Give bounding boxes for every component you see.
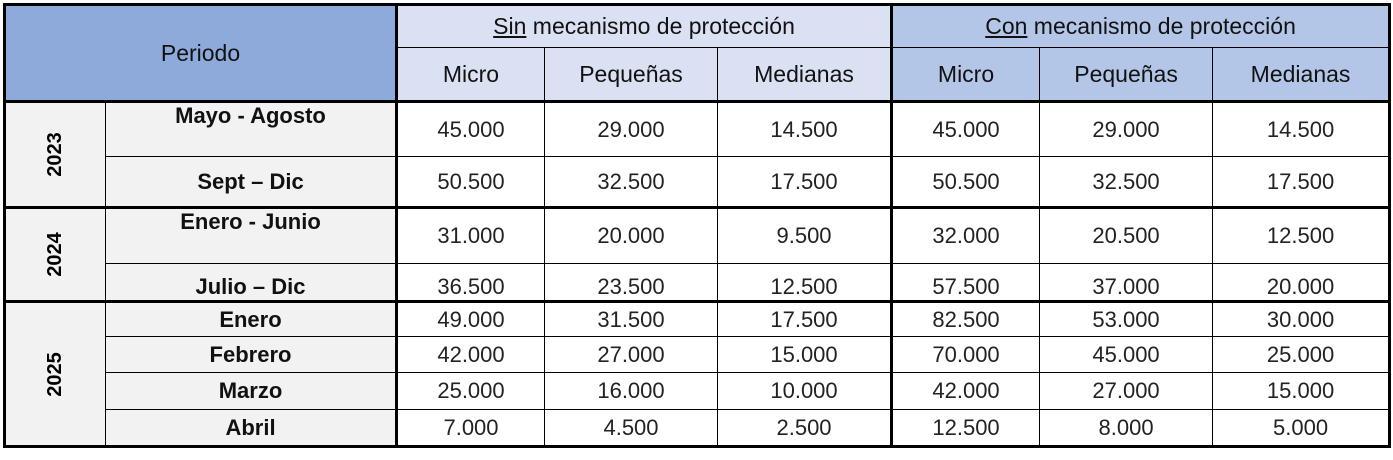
period-label: Enero - Junio <box>105 206 397 264</box>
value-cell: 31.000 <box>395 206 545 264</box>
value-cell: 17.500 <box>1212 156 1391 208</box>
value-cell: 82.500 <box>890 300 1041 337</box>
period-label: Marzo <box>105 372 397 410</box>
value-cell: 14.500 <box>716 100 893 157</box>
con-underlined: Con <box>985 13 1028 39</box>
period-label: Abril <box>105 409 397 447</box>
value-cell: 53.000 <box>1039 300 1214 337</box>
table-row: Julio – Dic 36.500 23.500 12.500 57.500 … <box>5 263 1391 302</box>
period-label: Julio – Dic <box>105 263 397 302</box>
table-row: 2023 Mayo - Agosto 45.000 29.000 14.500 … <box>4 100 1391 208</box>
sin-rest: mecanismo de protección <box>526 13 795 39</box>
value-cell: 15.000 <box>1212 372 1391 410</box>
value-cell: 16.000 <box>544 372 718 410</box>
sin-underlined: Sin <box>493 13 527 39</box>
value-cell: 14.500 <box>1212 100 1391 157</box>
col-header-con-medianas: Medianas <box>1212 47 1391 102</box>
period-label: Febrero <box>105 336 397 373</box>
value-cell: 49.000 <box>395 300 545 337</box>
value-cell: 45.000 <box>890 100 1041 157</box>
value-cell: 36.500 <box>395 263 545 302</box>
table-row: 2024 Enero - Junio 31.000 20.000 9.500 3… <box>4 206 1391 302</box>
value-cell: 20.500 <box>1039 206 1214 264</box>
col-header-con-pequenas: Pequeñas <box>1039 47 1214 102</box>
value-cell: 32.000 <box>890 206 1041 264</box>
value-cell: 45.000 <box>395 100 545 157</box>
period-label: Mayo - Agosto <box>105 100 397 157</box>
data-table: Periodo Sin mecanismo de protección Con … <box>3 3 1392 448</box>
value-cell: 17.500 <box>716 300 893 337</box>
col-header-con-micro: Micro <box>890 47 1041 102</box>
period-label: Enero <box>105 300 397 337</box>
period-label: Sept – Dic <box>105 156 397 208</box>
con-mecanismo-header: Con mecanismo de protección <box>890 4 1391 48</box>
value-cell: 50.500 <box>395 156 545 208</box>
value-cell: 25.000 <box>1212 336 1391 373</box>
periodo-header: Periodo <box>4 4 397 102</box>
value-cell: 57.500 <box>890 263 1041 302</box>
value-cell: 12.500 <box>1212 206 1391 264</box>
value-cell: 23.500 <box>544 263 718 302</box>
value-cell: 37.000 <box>1039 263 1214 302</box>
table-row: 2025 Enero 49.000 31.500 17.500 82.500 5… <box>4 300 1391 447</box>
value-cell: 29.000 <box>544 100 718 157</box>
year-label: 2025 <box>4 300 106 447</box>
value-cell: 17.500 <box>716 156 893 208</box>
table-row: Sept – Dic 50.500 32.500 17.500 50.500 3… <box>5 156 1391 208</box>
value-cell: 7.000 <box>395 409 545 447</box>
value-cell: 31.500 <box>544 300 718 337</box>
sin-mecanismo-header: Sin mecanismo de protección <box>394 4 893 48</box>
value-cell: 30.000 <box>1212 300 1391 337</box>
value-cell: 27.000 <box>544 336 718 373</box>
value-cell: 32.500 <box>544 156 718 208</box>
year-label: 2023 <box>4 100 106 208</box>
value-cell: 20.000 <box>544 206 718 264</box>
value-cell: 45.000 <box>1039 336 1214 373</box>
value-cell: 4.500 <box>544 409 718 447</box>
value-cell: 70.000 <box>890 336 1041 373</box>
value-cell: 5.000 <box>1212 409 1391 447</box>
value-cell: 2.500 <box>716 409 893 447</box>
col-header-sin-medianas: Medianas <box>716 47 893 102</box>
value-cell: 25.000 <box>395 372 545 410</box>
value-cell: 20.000 <box>1212 263 1391 302</box>
value-cell: 50.500 <box>890 156 1041 208</box>
value-cell: 8.000 <box>1039 409 1214 447</box>
value-cell: 9.500 <box>716 206 893 264</box>
value-cell: 12.500 <box>716 263 893 302</box>
col-header-sin-micro: Micro <box>395 47 545 102</box>
table-row: Marzo 25.000 16.000 10.000 42.000 27.000… <box>5 372 1391 410</box>
year-label: 2024 <box>4 206 106 302</box>
value-cell: 29.000 <box>1039 100 1214 157</box>
value-cell: 27.000 <box>1039 372 1214 410</box>
value-cell: 42.000 <box>395 336 545 373</box>
value-cell: 10.000 <box>716 372 893 410</box>
value-cell: 32.500 <box>1039 156 1214 208</box>
con-rest: mecanismo de protección <box>1027 13 1296 39</box>
value-cell: 15.000 <box>716 336 893 373</box>
value-cell: 42.000 <box>890 372 1041 410</box>
col-header-sin-pequenas: Pequeñas <box>544 47 718 102</box>
table-row: Abril 7.000 4.500 2.500 12.500 8.000 5.0… <box>5 409 1391 447</box>
table-row: Febrero 42.000 27.000 15.000 70.000 45.0… <box>5 336 1391 373</box>
value-cell: 12.500 <box>890 409 1041 447</box>
